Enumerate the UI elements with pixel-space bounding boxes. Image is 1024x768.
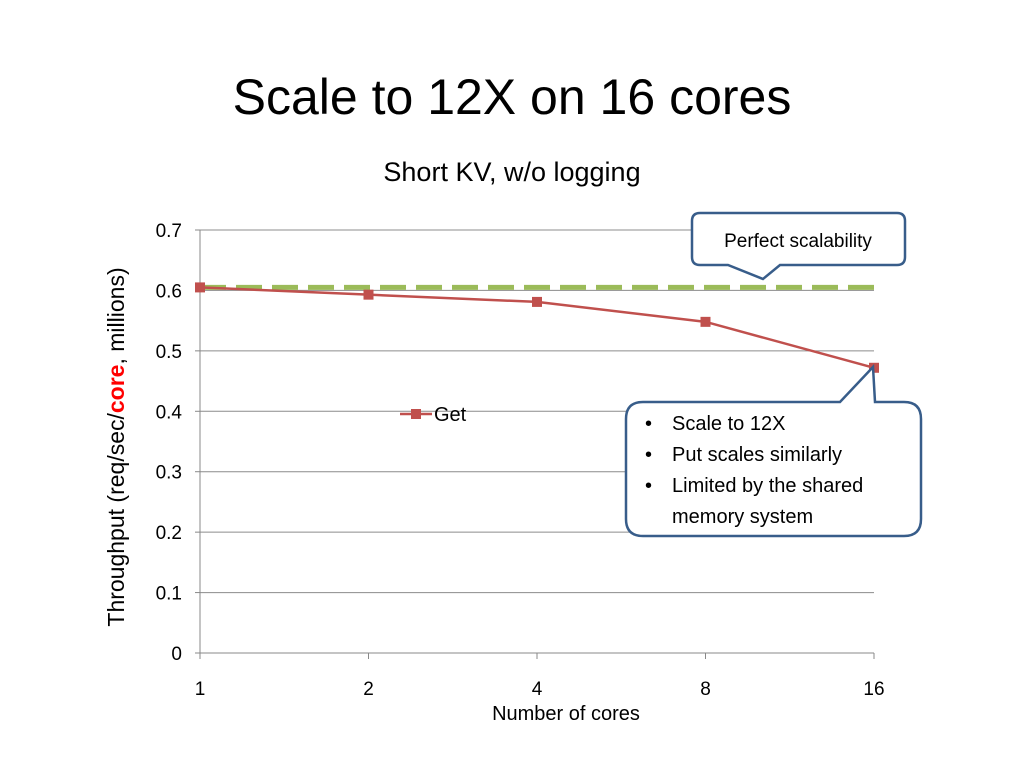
series-group	[195, 282, 879, 373]
callout-perfect-shape	[690, 211, 907, 281]
y-tick-label: 0.5	[156, 342, 182, 363]
x-tick-label: 4	[532, 679, 543, 700]
note-bullet: •	[645, 413, 652, 435]
note-line: Put scales similarly	[672, 444, 842, 466]
slide-title: Scale to 12X on 16 cores	[232, 69, 792, 125]
y-axis-label-before: Throughput (req/sec/	[103, 413, 129, 627]
x-tick-labels: 1 2 4 8 16	[195, 653, 885, 700]
legend-label-get: Get	[434, 404, 467, 426]
y-tick-labels: 0 0.1 0.2 0.3 0.4 0.5 0.6 0.7	[156, 221, 200, 665]
x-tick-label: 16	[863, 679, 884, 700]
y-tick-label: 0	[171, 644, 182, 665]
data-point-get	[195, 282, 205, 293]
legend-marker-get	[411, 409, 421, 419]
note-bullet: •	[645, 475, 652, 497]
y-axis-label: Throughput (req/sec/core, millions)	[103, 267, 129, 626]
y-tick-label: 0.2	[156, 523, 182, 544]
y-axis-label-emphasis: core	[103, 365, 129, 414]
callout-notes: • Scale to 12X • Put scales similarly • …	[624, 364, 923, 538]
y-tick-label: 0.7	[156, 221, 182, 242]
legend: Get	[400, 404, 467, 426]
x-axis-label: Number of cores	[492, 703, 640, 725]
x-tick-label: 1	[195, 679, 206, 700]
callout-notes-shape	[624, 364, 923, 538]
data-point-get	[363, 289, 374, 300]
y-tick-label: 0.3	[156, 463, 182, 484]
data-point-get	[700, 316, 711, 327]
callout-perfect-scalability: Perfect scalability	[690, 211, 907, 281]
y-tick-label: 0.6	[156, 281, 182, 302]
x-tick-label: 8	[700, 679, 711, 700]
note-line: memory system	[672, 506, 813, 528]
chart-title: Short KV, w/o logging	[383, 157, 640, 187]
callout-perfect-text: Perfect scalability	[724, 231, 872, 252]
y-axis-label-after: , millions)	[103, 267, 129, 364]
note-line: Scale to 12X	[672, 413, 785, 435]
y-tick-label: 0.4	[156, 402, 183, 423]
note-line: Limited by the shared	[672, 475, 863, 497]
x-tick-label: 2	[363, 679, 374, 700]
y-tick-label: 0.1	[156, 584, 182, 605]
data-point-get	[532, 296, 542, 307]
note-bullet: •	[645, 444, 652, 466]
